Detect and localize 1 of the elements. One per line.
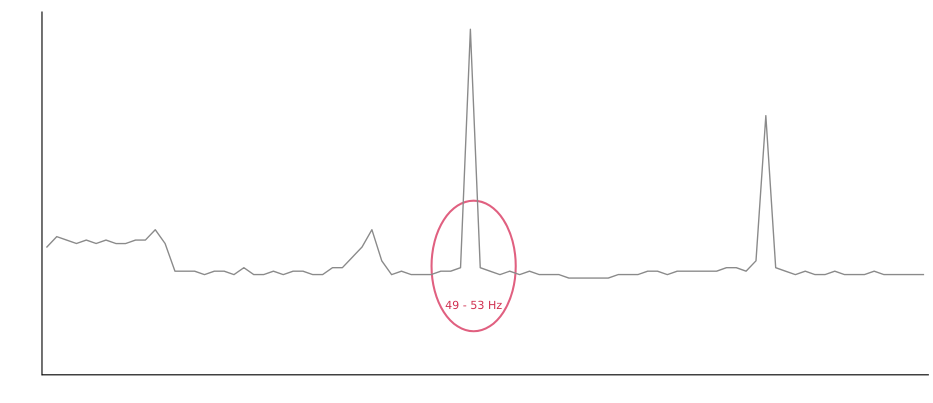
annotation: 49 - 53 Hz (446, 300, 502, 310)
